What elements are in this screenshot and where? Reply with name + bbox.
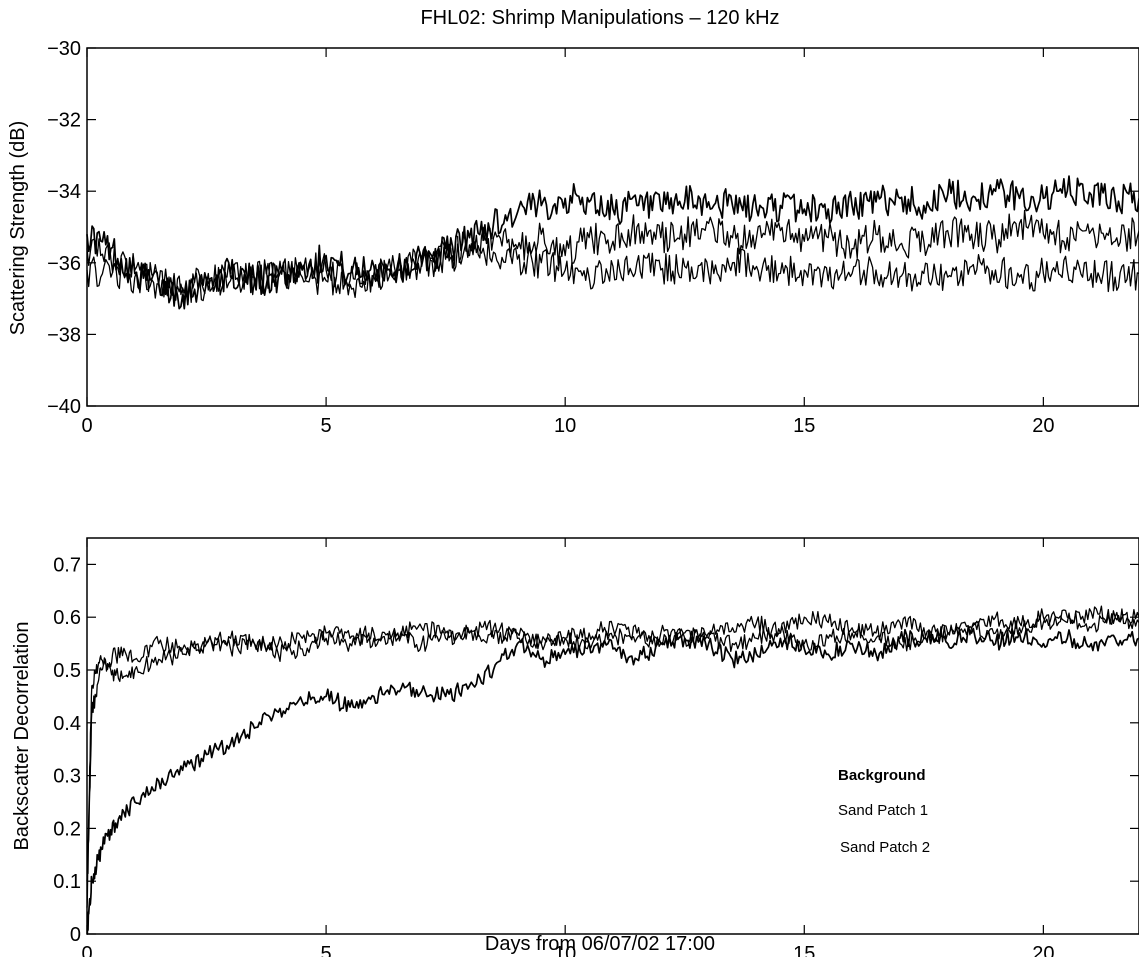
y-tick-label: 0.4 bbox=[53, 713, 81, 735]
y-tick-label: −30 bbox=[47, 38, 81, 60]
series-line-1 bbox=[86, 626, 1139, 935]
series-line-3 bbox=[86, 605, 1139, 882]
panel-scattering-strength: 0 5 10 15 20 −40 −38 −36 −34 −32 −30 Scattering S… bbox=[7, 38, 1139, 437]
x-axis-label: Days from 06/07/02 17:00 bbox=[485, 933, 715, 955]
legend-item-background: Background bbox=[838, 767, 926, 784]
series-line-2 bbox=[86, 609, 1139, 908]
figure-title: FHL02: Shrimp Manipulations – 120 kHz bbox=[420, 7, 779, 29]
y-tick-label: 0.3 bbox=[53, 766, 81, 788]
legend: Background Sand Patch 1 Sand Patch 2 bbox=[838, 767, 930, 856]
y-tick-label: 0 bbox=[70, 924, 81, 946]
y-axis-label-top: Scattering Strength (dB) bbox=[7, 121, 29, 336]
y-ticks-bottom: 0 0.1 0.2 0.3 0.4 0.5 0.6 0.7 bbox=[53, 554, 1139, 946]
x-tick-label: 10 bbox=[554, 943, 576, 957]
y-tick-label: 0.2 bbox=[53, 818, 81, 840]
series-line-3 bbox=[86, 238, 1139, 302]
y-tick-label: −36 bbox=[47, 253, 81, 275]
series-line-2 bbox=[86, 209, 1139, 303]
x-ticks-bottom: 0 5 10 15 20 bbox=[81, 538, 1054, 957]
y-ticks-top: −40 −38 −36 −34 −32 −30 bbox=[47, 38, 1139, 418]
y-tick-label: −40 bbox=[47, 396, 81, 418]
plot-frame-bottom bbox=[86, 537, 1139, 935]
legend-item-sand-patch-1: Sand Patch 1 bbox=[838, 802, 928, 819]
x-ticks-top: 0 5 10 15 20 bbox=[81, 48, 1054, 437]
x-tick-label: 15 bbox=[793, 415, 815, 437]
y-axis-label-bottom: Backscatter Decorrelation bbox=[11, 622, 33, 851]
y-tick-label: −32 bbox=[47, 110, 81, 132]
x-tick-label: 15 bbox=[793, 943, 815, 957]
series-group-bottom bbox=[86, 605, 1139, 935]
y-tick-label: 0.6 bbox=[53, 607, 81, 629]
x-tick-label: 20 bbox=[1032, 943, 1054, 957]
y-tick-label: 0.5 bbox=[53, 660, 81, 682]
x-tick-label: 0 bbox=[81, 943, 92, 957]
plot-frame-top bbox=[86, 47, 1139, 407]
x-tick-label: 20 bbox=[1032, 415, 1054, 437]
x-tick-label: 0 bbox=[81, 415, 92, 437]
series-group-top bbox=[86, 175, 1139, 310]
x-tick-label: 5 bbox=[321, 415, 332, 437]
y-tick-label: 0.1 bbox=[53, 871, 81, 893]
x-tick-label: 5 bbox=[321, 943, 332, 957]
y-tick-label: −34 bbox=[47, 181, 81, 203]
panel-backscatter-decorrelation: 0 5 10 15 20 0 0.1 0.2 0.3 0.4 0.5 0.6 0.7 Backscat… bbox=[11, 537, 1139, 957]
y-tick-label: 0.7 bbox=[53, 554, 81, 576]
y-tick-label: −38 bbox=[47, 324, 81, 346]
x-tick-label: 10 bbox=[554, 415, 576, 437]
legend-item-sand-patch-2: Sand Patch 2 bbox=[840, 839, 930, 856]
